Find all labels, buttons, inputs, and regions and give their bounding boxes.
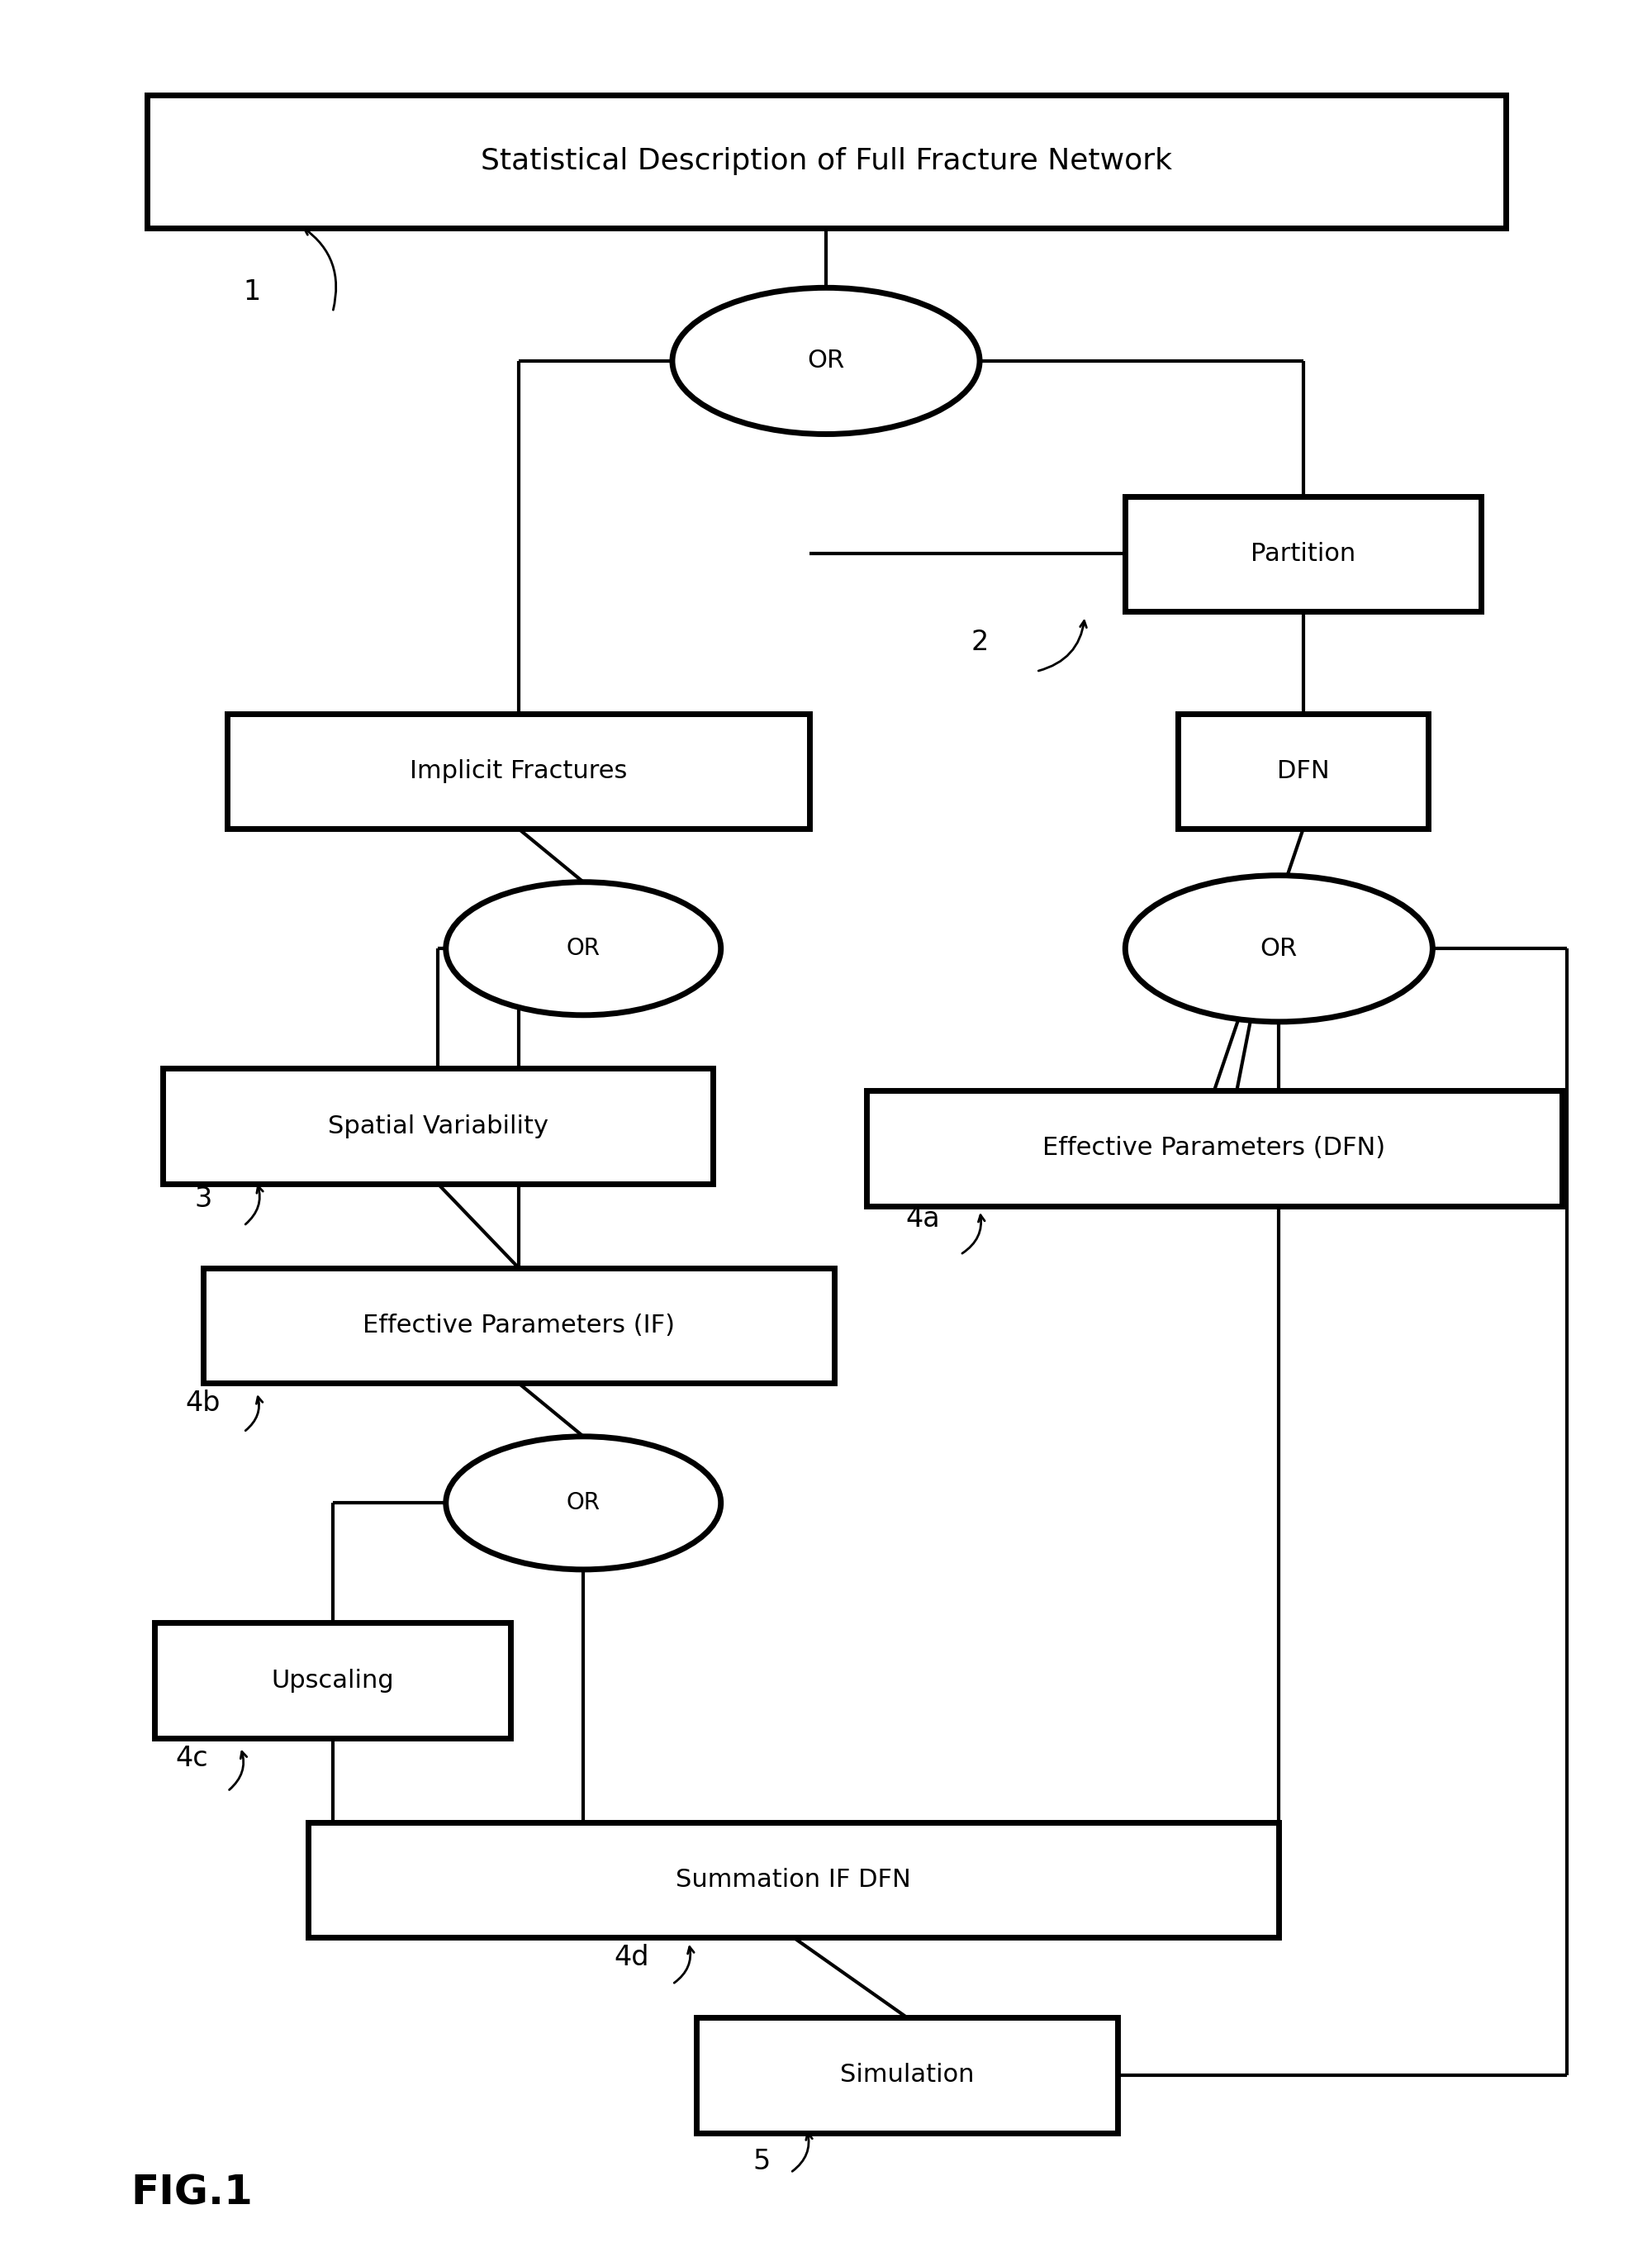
Text: Simulation: Simulation xyxy=(839,2063,975,2088)
Text: OR: OR xyxy=(567,1491,600,1516)
Text: Statistical Description of Full Fracture Network: Statistical Description of Full Fracture… xyxy=(481,146,1171,176)
FancyBboxPatch shape xyxy=(309,1822,1279,1937)
Text: OR: OR xyxy=(567,937,600,959)
Text: FIG.1: FIG.1 xyxy=(131,2173,253,2214)
FancyBboxPatch shape xyxy=(164,1067,712,1185)
FancyBboxPatch shape xyxy=(203,1268,834,1383)
FancyBboxPatch shape xyxy=(155,1624,510,1739)
Text: Effective Parameters (DFN): Effective Parameters (DFN) xyxy=(1042,1137,1386,1160)
Text: Upscaling: Upscaling xyxy=(271,1669,395,1691)
FancyBboxPatch shape xyxy=(147,95,1505,227)
Text: 5: 5 xyxy=(753,2148,770,2175)
Text: 1: 1 xyxy=(243,279,261,306)
Ellipse shape xyxy=(446,1437,720,1570)
Text: 2: 2 xyxy=(971,628,988,655)
Text: Effective Parameters (IF): Effective Parameters (IF) xyxy=(362,1313,674,1338)
FancyBboxPatch shape xyxy=(1125,495,1482,613)
Text: 4a: 4a xyxy=(905,1205,940,1232)
Ellipse shape xyxy=(672,288,980,435)
FancyBboxPatch shape xyxy=(1178,714,1429,829)
Text: 4d: 4d xyxy=(615,1943,649,1970)
Text: DFN: DFN xyxy=(1277,759,1330,784)
FancyBboxPatch shape xyxy=(697,2018,1117,2133)
Ellipse shape xyxy=(1125,876,1432,1022)
Text: OR: OR xyxy=(1260,937,1297,962)
Text: Spatial Variability: Spatial Variability xyxy=(327,1115,548,1137)
Text: 4c: 4c xyxy=(175,1745,208,1772)
Text: 4b: 4b xyxy=(185,1389,221,1417)
Text: 3: 3 xyxy=(195,1185,211,1214)
FancyBboxPatch shape xyxy=(228,714,809,829)
Text: OR: OR xyxy=(808,349,844,374)
Text: Summation IF DFN: Summation IF DFN xyxy=(676,1867,912,1892)
FancyBboxPatch shape xyxy=(866,1090,1563,1205)
Ellipse shape xyxy=(446,883,720,1016)
Text: Partition: Partition xyxy=(1251,543,1356,565)
Text: Implicit Fractures: Implicit Fractures xyxy=(410,759,628,784)
